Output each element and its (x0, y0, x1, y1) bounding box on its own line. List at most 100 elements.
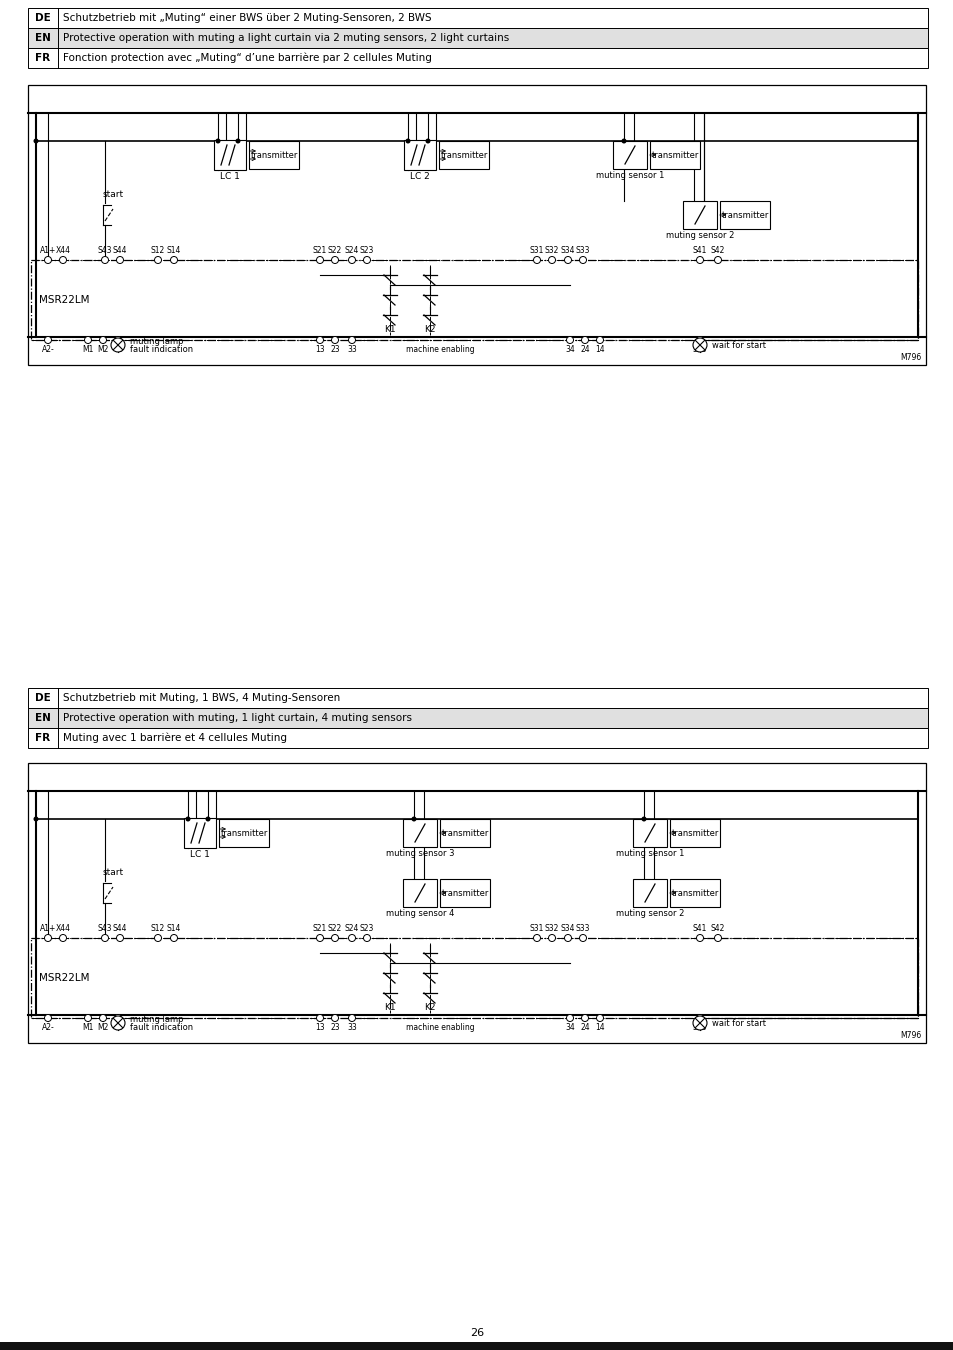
Text: M796: M796 (900, 1031, 921, 1040)
Circle shape (45, 336, 51, 343)
Circle shape (640, 817, 646, 822)
Circle shape (425, 139, 430, 143)
Circle shape (45, 256, 51, 263)
Text: A1+: A1+ (40, 923, 56, 933)
Circle shape (331, 256, 338, 263)
Text: S34: S34 (560, 246, 575, 255)
Text: machine enabling: machine enabling (405, 346, 474, 354)
Text: S44: S44 (112, 923, 127, 933)
Text: S14: S14 (167, 923, 181, 933)
Text: S42: S42 (710, 923, 724, 933)
Text: K1: K1 (384, 1003, 395, 1012)
Text: muting sensor 1: muting sensor 1 (596, 171, 663, 180)
Circle shape (85, 1014, 91, 1022)
Text: transmitter: transmitter (220, 829, 268, 837)
Circle shape (171, 934, 177, 941)
Bar (213, 140, 246, 170)
Bar (439, 819, 490, 846)
Text: S23: S23 (359, 923, 374, 933)
Bar (402, 879, 436, 907)
Circle shape (45, 934, 51, 941)
Text: DE: DE (35, 693, 51, 703)
Circle shape (316, 336, 323, 343)
Text: M796: M796 (900, 352, 921, 362)
Circle shape (101, 256, 109, 263)
Circle shape (331, 934, 338, 941)
Text: MSR22LM: MSR22LM (39, 296, 90, 305)
Circle shape (411, 817, 416, 822)
Text: 23: 23 (330, 346, 339, 354)
Circle shape (215, 139, 220, 143)
Circle shape (548, 256, 555, 263)
Text: fault indication: fault indication (130, 344, 193, 354)
Text: S43: S43 (97, 923, 112, 933)
Bar (682, 201, 717, 230)
Circle shape (59, 256, 67, 263)
Text: Muting avec 1 barrière et 4 cellules Muting: Muting avec 1 barrière et 4 cellules Mut… (63, 733, 287, 744)
Circle shape (581, 1014, 588, 1022)
Text: S21: S21 (313, 923, 327, 933)
Text: transmitter: transmitter (651, 150, 698, 159)
Text: A1+: A1+ (40, 246, 56, 255)
Bar (30, 261, 917, 340)
Circle shape (331, 336, 338, 343)
Text: 24: 24 (579, 346, 589, 354)
Text: 48: 48 (113, 346, 123, 354)
Circle shape (33, 139, 38, 143)
Bar (28, 763, 925, 1044)
Circle shape (696, 336, 702, 343)
Bar (633, 879, 666, 907)
Bar (249, 140, 298, 169)
Text: M2: M2 (97, 346, 109, 354)
Circle shape (348, 934, 355, 941)
Circle shape (533, 934, 540, 941)
Bar (403, 140, 436, 170)
Circle shape (566, 1014, 573, 1022)
Bar (613, 140, 646, 169)
Text: fault indication: fault indication (130, 1022, 193, 1031)
Text: 13: 13 (314, 346, 324, 354)
Circle shape (111, 338, 125, 352)
Text: transmitter: transmitter (441, 888, 488, 898)
Text: MSR22LM: MSR22LM (39, 973, 90, 983)
Circle shape (363, 934, 370, 941)
Text: muting lamp: muting lamp (130, 336, 183, 346)
Circle shape (235, 139, 240, 143)
Text: K1: K1 (384, 325, 395, 335)
Text: wait for start: wait for start (711, 1018, 765, 1027)
Bar (669, 879, 720, 907)
Text: muting sensor 1: muting sensor 1 (616, 849, 683, 859)
Text: X44: X44 (55, 923, 71, 933)
Text: Fonction protection avec „Muting“ d’une barrière par 2 cellules Muting: Fonction protection avec „Muting“ d’une … (63, 53, 432, 63)
Text: muting sensor 3: muting sensor 3 (385, 849, 454, 859)
Text: K2: K2 (424, 325, 436, 335)
Circle shape (154, 934, 161, 941)
Bar (402, 819, 436, 846)
Text: S12: S12 (151, 246, 165, 255)
Text: S14: S14 (167, 246, 181, 255)
Bar (649, 140, 700, 169)
Text: X44: X44 (55, 246, 71, 255)
Text: LC 1: LC 1 (190, 850, 210, 859)
Circle shape (171, 256, 177, 263)
Text: K2: K2 (424, 1003, 436, 1012)
Circle shape (581, 336, 588, 343)
Circle shape (363, 256, 370, 263)
Text: FR: FR (35, 53, 51, 63)
Text: 48: 48 (113, 1023, 123, 1031)
Bar (669, 819, 720, 846)
Text: 14: 14 (595, 346, 604, 354)
Circle shape (33, 817, 38, 822)
Circle shape (596, 1014, 603, 1022)
Text: S21: S21 (313, 246, 327, 255)
Bar (219, 819, 269, 846)
Text: S43: S43 (97, 246, 112, 255)
Text: 26: 26 (470, 1328, 483, 1338)
Text: S24: S24 (344, 923, 359, 933)
Text: S44: S44 (112, 246, 127, 255)
Circle shape (578, 934, 586, 941)
Circle shape (99, 1014, 107, 1022)
Circle shape (45, 1014, 51, 1022)
Bar (28, 688, 927, 707)
Text: S24: S24 (344, 246, 359, 255)
